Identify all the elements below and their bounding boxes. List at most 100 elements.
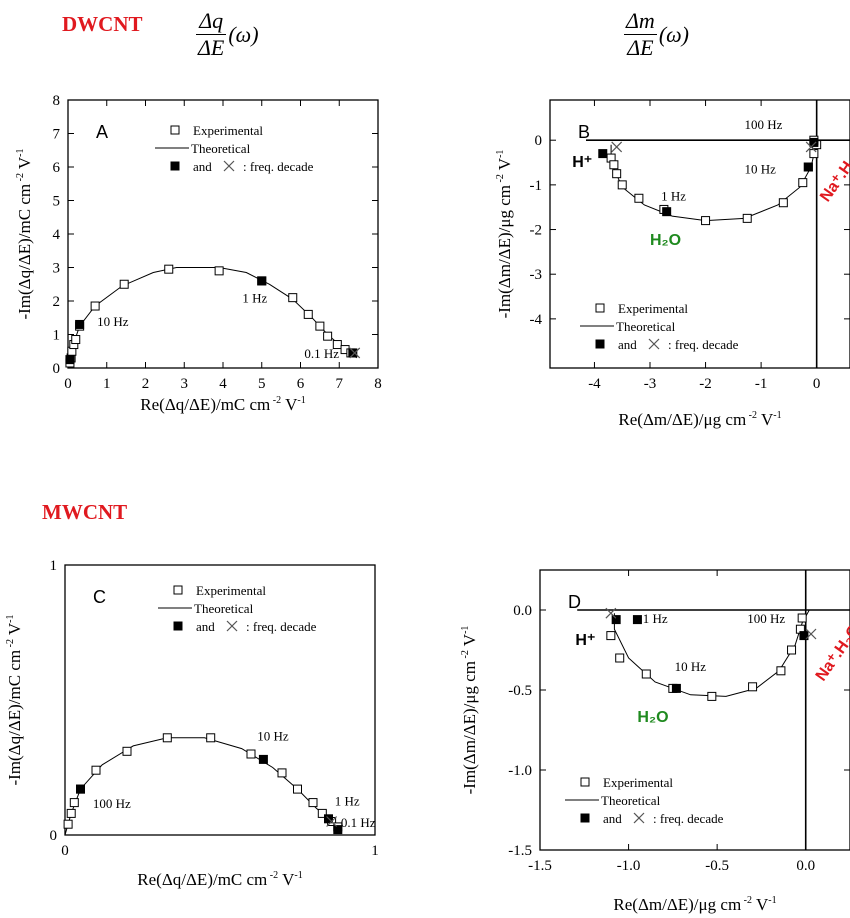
- experimental-point: [609, 160, 619, 170]
- x-tick-label: 0: [61, 843, 69, 859]
- panel-label: C: [93, 587, 106, 607]
- y-axis-label: -Im(Δq/ΔE)/mC cm -2 V-1: [5, 614, 24, 785]
- frequency-annotation: 0.1 Hz: [341, 815, 376, 830]
- species-label-water: H₂O: [637, 709, 668, 726]
- plot-frame: [549, 99, 850, 369]
- x-tick-label: -1.0: [617, 858, 641, 874]
- x-axis-label: Re(Δq/ΔE)/mC cm -2 V-1: [137, 870, 302, 889]
- cross-stroke: [633, 812, 645, 824]
- decade-marker-filled: [598, 149, 608, 159]
- legend-decade-label: : freq. decade: [668, 337, 739, 352]
- experimental-point: [317, 808, 327, 818]
- experimental-point: [615, 653, 625, 663]
- formula-numerator: Δq: [196, 8, 227, 35]
- decade-marker-filled: [257, 276, 267, 286]
- frequency-annotation: 0.1 Hz: [304, 346, 339, 361]
- experimental-point: [778, 198, 788, 208]
- decade-marker-cross: [805, 141, 817, 153]
- experimental-point: [809, 149, 819, 159]
- experimental-point: [707, 691, 717, 701]
- legend-filled-marker: [170, 161, 180, 171]
- experimental-point: [119, 279, 129, 289]
- experimental-point: [162, 733, 172, 743]
- legend-cross-marker: [226, 620, 238, 632]
- experimental-point: [303, 309, 313, 319]
- x-tick-label: -0.5: [705, 858, 729, 874]
- y-tick-label: 8: [53, 93, 61, 109]
- species-label-water: H₂O: [650, 232, 681, 249]
- experimental-point: [776, 666, 786, 676]
- legend-experimental-marker: [173, 585, 183, 595]
- y-tick-label: 1: [53, 328, 61, 344]
- experimental-point: [617, 180, 627, 190]
- experimental-point: [701, 216, 711, 226]
- experimental-point: [246, 749, 256, 759]
- experimental-point: [206, 733, 216, 743]
- y-tick-label: 6: [53, 160, 61, 176]
- legend-and-label: and: [603, 811, 622, 826]
- formula-numerator: Δm: [624, 8, 657, 35]
- decade-marker-filled: [76, 784, 85, 794]
- x-tick-label: -1.5: [528, 858, 552, 874]
- frequency-annotation: 100 Hz: [747, 611, 785, 626]
- y-tick-label: 0: [53, 361, 61, 377]
- x-tick-label: 0: [64, 376, 72, 392]
- y-tick-label: -3: [530, 267, 543, 283]
- x-tick-label: 1: [371, 843, 379, 859]
- cross-stroke: [349, 347, 361, 359]
- y-tick-label: 4: [53, 227, 61, 243]
- experimental-point: [122, 746, 132, 756]
- cross-stroke: [223, 160, 235, 172]
- legend-cross-marker: [648, 338, 660, 350]
- y-tick-label: 1: [50, 558, 58, 574]
- experimental-point: [277, 768, 287, 778]
- experimental-point: [63, 819, 73, 829]
- legend-filled-marker: [173, 621, 183, 631]
- legend-decade-label: : freq. decade: [653, 811, 724, 826]
- theoretical-curve: [610, 140, 818, 222]
- experimental-point: [332, 340, 342, 350]
- y-tick-label: 5: [53, 194, 61, 210]
- y-tick-label: 0.0: [513, 603, 532, 619]
- legend-experimental-marker: [595, 303, 605, 313]
- legend-experimental-label: Experimental: [193, 123, 263, 138]
- legend-theoretical-label: Theoretical: [194, 601, 254, 616]
- x-axis-label: Re(Δq/ΔE)/mC cm -2 V-1: [140, 395, 305, 414]
- legend-and-label: and: [193, 159, 212, 174]
- y-tick-label: -2: [530, 223, 543, 239]
- experimental-point: [71, 335, 81, 345]
- decade-marker-filled: [671, 683, 681, 693]
- legend-experimental-marker: [580, 777, 590, 787]
- experimental-point: [797, 613, 807, 623]
- frequency-annotation: 1 Hz: [335, 793, 360, 808]
- legend-filled-marker: [595, 339, 605, 349]
- decade-marker-filled: [65, 355, 75, 365]
- experimental-point: [787, 645, 797, 655]
- x-tick-label: 7: [336, 376, 344, 392]
- panel-label: B: [578, 122, 590, 142]
- frequency-annotation: 10 Hz: [675, 659, 707, 674]
- y-tick-label: -4: [530, 312, 543, 328]
- legend-theoretical-label: Theoretical: [601, 793, 661, 808]
- x-tick-label: 1: [103, 376, 111, 392]
- x-tick-label: 2: [142, 376, 150, 392]
- legend-and-label: and: [618, 337, 637, 352]
- experimental-point: [742, 213, 752, 223]
- decade-marker-cross: [611, 141, 623, 153]
- decade-marker-filled: [611, 615, 621, 625]
- experimental-point: [164, 264, 174, 274]
- species-label-proton: H⁺: [575, 632, 595, 649]
- x-tick-label: 4: [219, 376, 227, 392]
- experimental-point: [293, 784, 302, 794]
- y-tick-label: -1.5: [508, 843, 532, 859]
- legend-experimental-label: Experimental: [603, 775, 673, 790]
- species-label-cation: Na⁺.H₂O: [813, 622, 850, 685]
- cross-stroke: [326, 816, 338, 827]
- experimental-point: [798, 178, 808, 188]
- experimental-point: [641, 669, 651, 679]
- frequency-annotation: 10 Hz: [97, 314, 129, 329]
- cross-stroke: [605, 607, 617, 619]
- legend-theoretical-label: Theoretical: [616, 319, 676, 334]
- legend-experimental-label: Experimental: [618, 301, 688, 316]
- y-tick-label: 2: [53, 294, 61, 310]
